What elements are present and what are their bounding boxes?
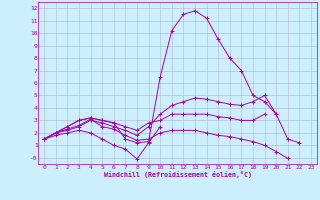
X-axis label: Windchill (Refroidissement éolien,°C): Windchill (Refroidissement éolien,°C) [104,171,252,178]
